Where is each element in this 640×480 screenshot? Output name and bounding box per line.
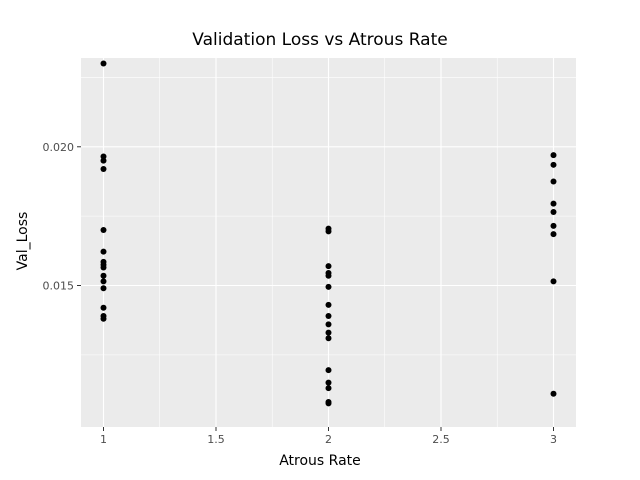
y-axis-label: Val_Loss [15,212,31,271]
data-point [325,321,332,328]
data-point [325,367,332,374]
x-tick-label: 1 [100,433,107,446]
data-point [325,335,332,342]
y-tick-label: 0.020 [43,141,75,154]
data-point [100,60,107,67]
x-axis-ticks: 1 1.5 2 2.5 3 [100,427,557,446]
data-point [100,153,107,160]
data-point [100,248,107,255]
data-point [325,228,332,235]
data-point [550,231,557,238]
data-point [325,283,332,290]
data-point [325,301,332,308]
data-point [550,278,557,285]
x-tick-label: 2 [325,433,332,446]
data-point [100,264,107,271]
x-tick-label: 1.5 [207,433,225,446]
data-points [100,60,557,407]
y-tick-label: 0.015 [43,280,75,293]
data-point [325,329,332,336]
data-point [100,227,107,234]
data-point [325,313,332,320]
grid-lines [81,58,576,427]
data-point [325,263,332,270]
x-axis-label: Atrous Rate [279,453,361,469]
y-axis-ticks: 0.015 0.020 [43,141,81,293]
data-point [325,400,332,407]
data-point [550,208,557,215]
data-point [550,178,557,185]
data-point [100,272,107,279]
data-point [100,285,107,292]
chart-title: Validation Loss vs Atrous Rate [192,30,447,50]
data-point [550,152,557,159]
x-tick-label: 2.5 [432,433,450,446]
x-tick-label: 3 [550,433,557,446]
data-point [100,278,107,285]
data-point [325,379,332,386]
data-point [550,161,557,168]
data-point [100,304,107,311]
data-point [550,200,557,207]
data-point [100,165,107,172]
data-point [325,385,332,392]
data-point [100,157,107,164]
data-point [100,315,107,322]
data-point [550,390,557,397]
data-point [325,272,332,279]
data-point [550,222,557,229]
